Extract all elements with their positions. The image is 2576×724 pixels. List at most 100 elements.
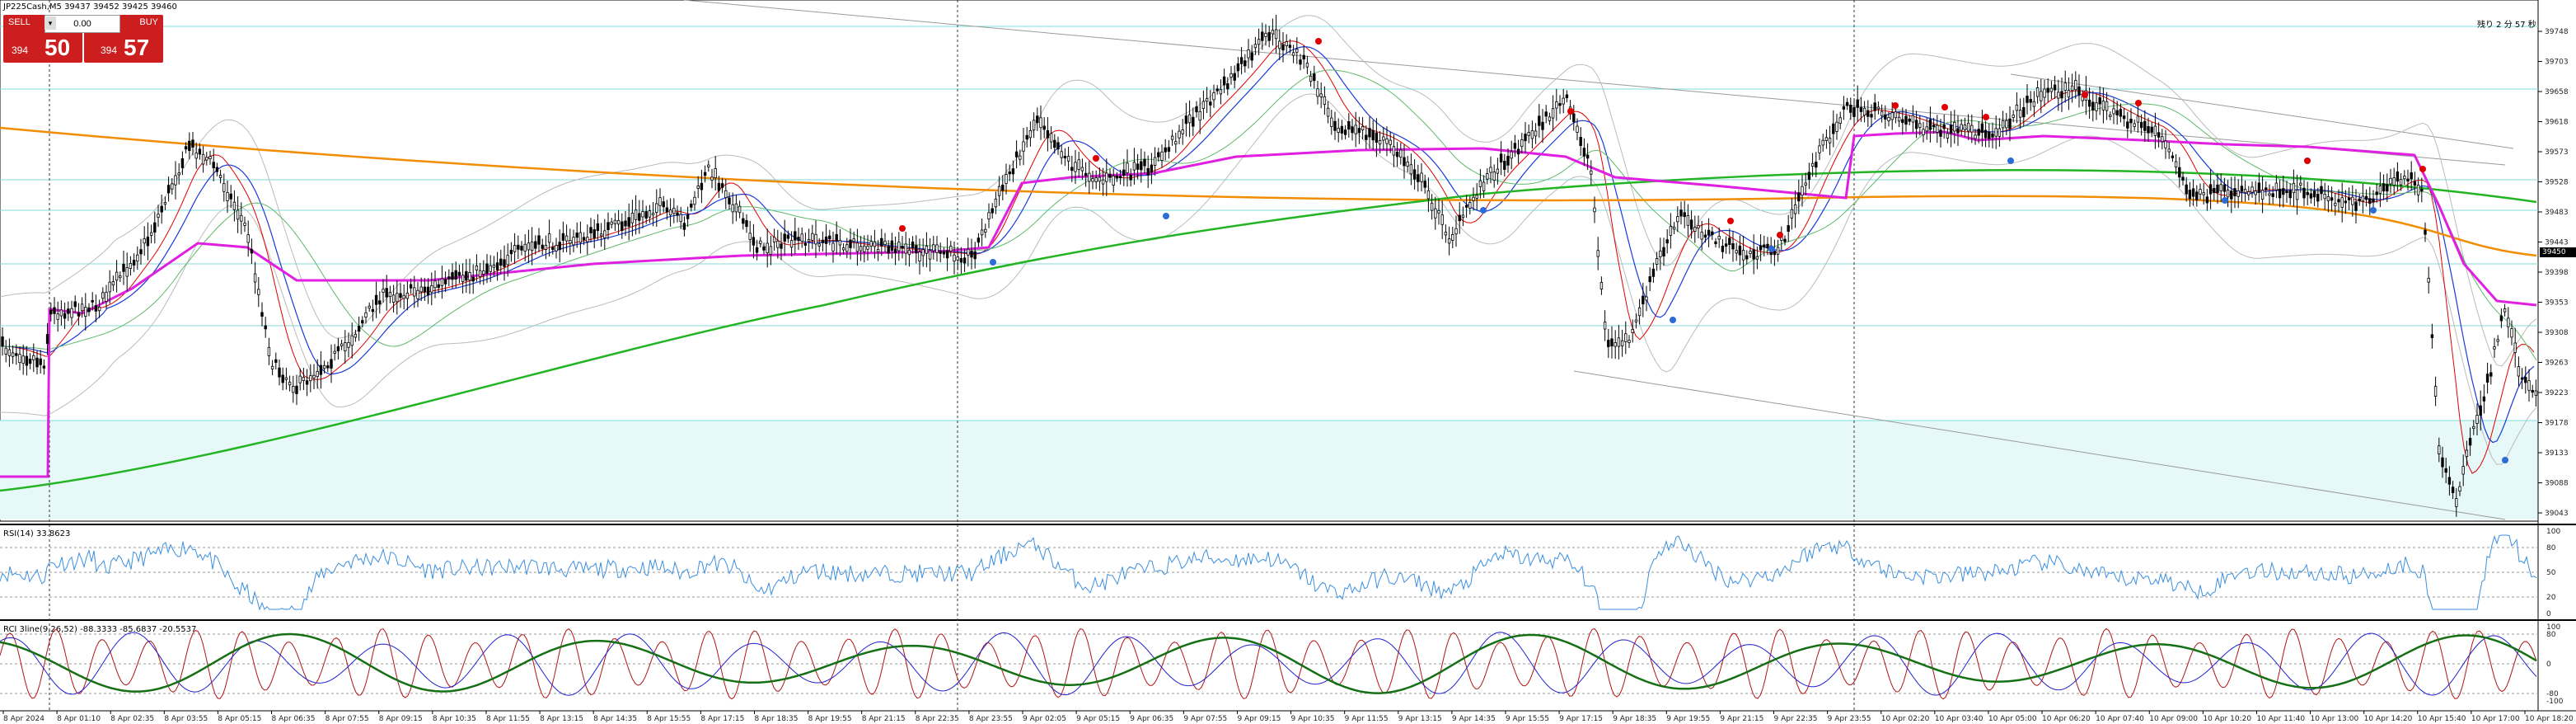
candle	[4, 347, 7, 355]
candle	[537, 235, 541, 245]
candle	[2067, 90, 2071, 98]
candle	[880, 237, 883, 247]
candle	[1395, 152, 1399, 157]
candle	[482, 270, 485, 275]
candle	[94, 305, 98, 312]
candle	[361, 320, 364, 324]
candle	[1783, 238, 1787, 242]
candle	[2372, 198, 2375, 203]
candle	[1392, 146, 1396, 156]
candle	[1105, 172, 1108, 182]
candle	[2233, 188, 2236, 197]
candle	[794, 231, 797, 241]
candle	[1157, 152, 1160, 157]
candle	[250, 249, 254, 254]
candle	[949, 246, 953, 252]
price-tick: 39223	[2545, 389, 2569, 397]
candle	[2143, 120, 2147, 131]
candle	[1541, 121, 1544, 130]
candle	[1011, 168, 1015, 175]
candle	[1492, 172, 1496, 181]
candle	[180, 158, 185, 168]
candle	[2153, 125, 2157, 136]
candle	[2257, 182, 2261, 193]
candle	[1302, 54, 1305, 60]
candle	[2254, 190, 2257, 195]
candle	[447, 276, 451, 280]
candle	[1548, 116, 1552, 121]
candle	[1489, 167, 1492, 173]
candle	[292, 386, 295, 393]
candle	[153, 222, 157, 233]
candle	[326, 365, 330, 369]
candle	[1475, 195, 1478, 199]
candle	[752, 237, 756, 246]
candle	[1226, 82, 1229, 90]
candle	[610, 221, 613, 225]
candle	[465, 270, 468, 281]
candle	[1347, 121, 1351, 130]
time-tick: 8 Apr 11:55	[486, 715, 530, 723]
candle	[2320, 186, 2323, 195]
candle	[520, 246, 523, 251]
candle	[984, 228, 987, 233]
rsi-label: RSI(14) 33.8623	[3, 529, 70, 538]
time-tick: 10 Apr 18:20	[2525, 715, 2574, 723]
sell-signal-dot	[1567, 108, 1574, 115]
candle	[786, 234, 790, 239]
candle	[1711, 231, 1714, 236]
candlesticks[interactable]	[1, 14, 2538, 517]
candle	[2032, 101, 2036, 107]
time-tick: 8 Apr 17:15	[700, 715, 744, 723]
candle	[1486, 173, 1489, 180]
lot-dropdown-icon[interactable]: ▾	[44, 16, 56, 30]
candle	[1365, 134, 1368, 140]
candle	[371, 308, 375, 313]
candle	[1838, 117, 1842, 124]
candle	[1849, 104, 1852, 113]
candle	[240, 214, 243, 222]
candle	[866, 246, 869, 250]
candle	[160, 205, 163, 213]
sell-button[interactable]: SELL 394 50	[3, 15, 82, 63]
candle	[2250, 186, 2254, 193]
candle	[2309, 193, 2313, 199]
time-tick: 9 Apr 05:15	[1076, 715, 1120, 723]
candle	[2416, 184, 2420, 195]
candle	[575, 233, 578, 238]
candle	[426, 286, 430, 296]
time-tick: 10 Apr 09:00	[2149, 715, 2198, 723]
candle	[1042, 125, 1046, 130]
candle	[928, 250, 932, 260]
candle	[1001, 184, 1005, 191]
candle	[2413, 181, 2417, 186]
candle	[388, 292, 392, 298]
candle	[198, 148, 202, 155]
candle	[1845, 101, 1849, 106]
candle	[2302, 187, 2306, 199]
candle	[517, 244, 520, 250]
candle	[2427, 277, 2430, 283]
candle	[1766, 243, 1769, 248]
candle	[1499, 153, 1503, 163]
candle	[2040, 91, 2043, 101]
candle	[1928, 119, 1932, 130]
candle	[218, 175, 222, 178]
time-tick: 9 Apr 14:35	[1452, 715, 1496, 723]
candle	[1603, 322, 1607, 330]
candle	[1998, 128, 2002, 137]
candle	[890, 240, 894, 252]
candle	[67, 308, 70, 314]
candle	[354, 333, 358, 338]
candle	[1562, 97, 1565, 105]
candle	[852, 238, 855, 242]
candle	[1271, 30, 1275, 35]
candle	[2171, 155, 2175, 158]
candle	[70, 308, 73, 318]
candle	[720, 183, 724, 188]
candle	[1942, 124, 1946, 129]
candle	[1980, 123, 1984, 134]
buy-label: BUY	[139, 17, 158, 27]
candle	[2018, 110, 2022, 118]
